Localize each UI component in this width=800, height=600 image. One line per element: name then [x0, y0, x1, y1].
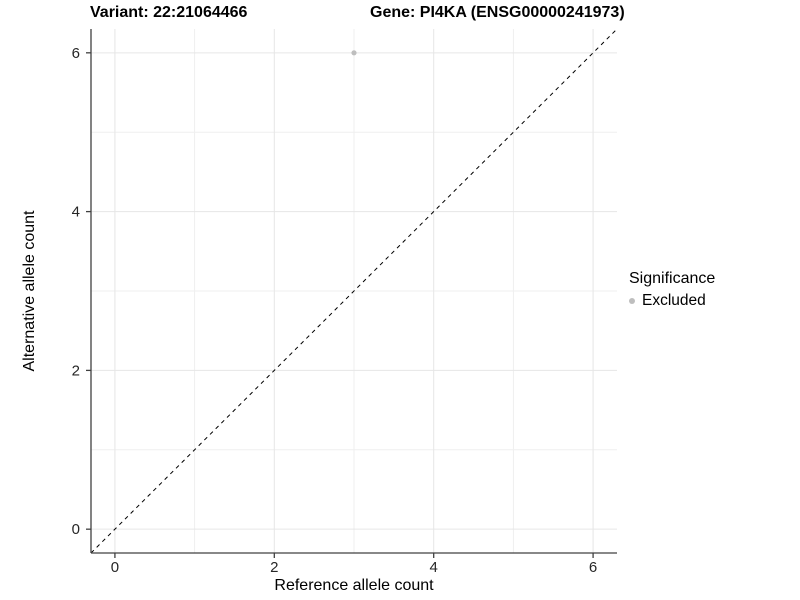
plot-title-variant: Variant: 22:21064466 [90, 4, 248, 21]
x-tick-label: 2 [270, 559, 278, 576]
y-tick-label: 6 [72, 45, 80, 62]
legend-item-excluded: Excluded [629, 292, 715, 310]
y-axis-title: Alternative allele count [21, 210, 38, 372]
legend-title: Significance [629, 270, 716, 287]
y-tick-label: 0 [72, 521, 80, 538]
legend-item-label: Excluded [642, 292, 706, 309]
excluded-point-icon [629, 298, 635, 304]
plot-title-gene: Gene: PI4KA (ENSG00000241973) [370, 4, 625, 21]
x-tick-label: 6 [589, 559, 597, 576]
y-tick-label: 2 [72, 362, 80, 379]
x-axis-title: Reference allele count [274, 577, 434, 594]
y-tick-label: 4 [72, 204, 80, 221]
data-point [351, 50, 357, 56]
x-tick-label: 0 [111, 559, 119, 576]
legend: Significance Excluded [629, 270, 715, 310]
x-tick-label: 4 [430, 559, 438, 576]
identity-line [90, 28, 618, 554]
